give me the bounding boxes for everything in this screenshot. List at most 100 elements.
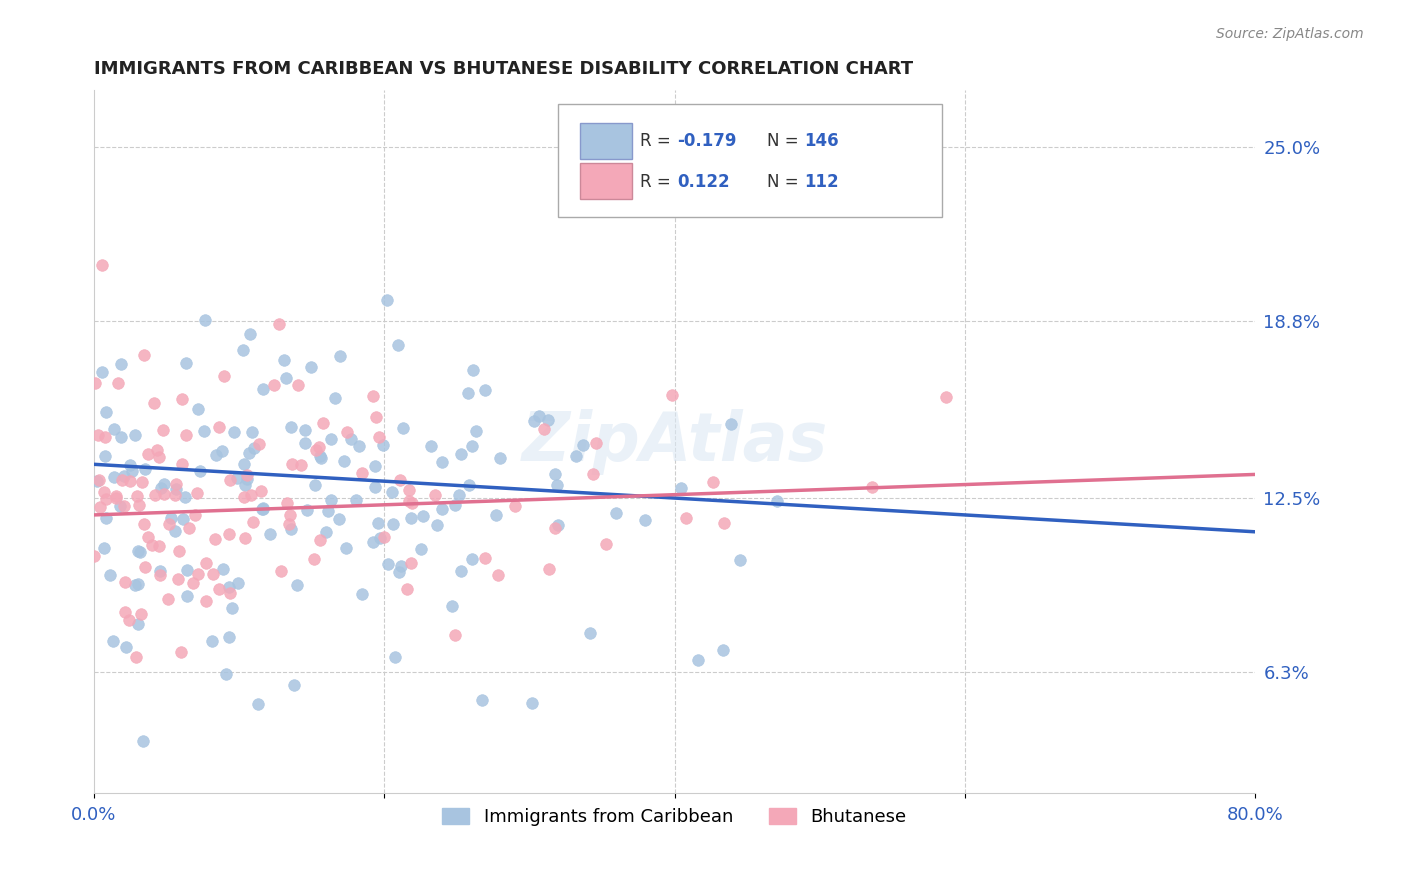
Point	[523, 414, 546, 428]
Point	[294, 435, 316, 450]
Point	[420, 439, 443, 453]
Point	[186, 485, 208, 500]
Text: N =: N =	[768, 132, 804, 150]
Point	[713, 643, 735, 657]
Point	[165, 482, 187, 496]
Point	[474, 383, 496, 397]
Point	[547, 518, 569, 533]
Point	[89, 500, 111, 515]
Text: 112: 112	[804, 173, 839, 191]
Point	[287, 377, 309, 392]
Point	[295, 503, 318, 517]
Point	[595, 537, 617, 551]
Point	[364, 458, 387, 473]
Point	[388, 474, 411, 488]
Point	[208, 582, 231, 597]
Point	[149, 481, 172, 495]
Point	[304, 478, 326, 492]
Point	[115, 640, 138, 654]
Text: Source: ZipAtlas.com: Source: ZipAtlas.com	[1216, 27, 1364, 41]
Point	[152, 423, 174, 437]
Point	[572, 438, 595, 452]
Point	[312, 416, 335, 430]
Point	[370, 531, 392, 545]
Point	[233, 457, 256, 471]
Point	[108, 499, 131, 513]
Point	[131, 475, 153, 489]
Point	[252, 501, 274, 516]
Point	[458, 478, 481, 492]
Point	[181, 576, 204, 591]
Point	[103, 633, 125, 648]
Point	[579, 625, 602, 640]
Point	[193, 424, 215, 438]
Point	[129, 545, 152, 559]
Point	[243, 441, 266, 455]
Point	[247, 437, 270, 451]
Point	[250, 484, 273, 499]
Point	[367, 516, 389, 531]
Point	[340, 432, 363, 446]
Point	[281, 457, 304, 471]
Point	[336, 425, 359, 440]
Point	[702, 475, 724, 490]
Point	[309, 533, 332, 548]
Point	[361, 389, 384, 403]
Point	[226, 576, 249, 591]
Point	[221, 601, 243, 615]
Point	[107, 376, 129, 390]
Point	[174, 428, 197, 442]
Point	[157, 591, 180, 606]
Point	[425, 488, 447, 502]
Point	[335, 541, 357, 555]
Point	[121, 463, 143, 477]
Point	[124, 427, 146, 442]
Point	[240, 425, 263, 439]
Text: N =: N =	[768, 173, 804, 191]
Point	[142, 396, 165, 410]
Point	[388, 565, 411, 579]
Point	[127, 577, 149, 591]
Point	[225, 470, 247, 484]
Point	[252, 500, 274, 515]
Point	[263, 378, 285, 392]
Point	[84, 376, 107, 390]
Point	[486, 567, 509, 582]
Point	[118, 613, 141, 627]
Point	[302, 552, 325, 566]
Point	[605, 506, 627, 520]
Point	[110, 357, 132, 371]
Point	[347, 439, 370, 453]
Point	[87, 427, 110, 442]
Point	[634, 513, 657, 527]
Point	[148, 539, 170, 553]
Point	[766, 493, 789, 508]
Point	[316, 504, 339, 518]
Text: 0.122: 0.122	[676, 173, 730, 191]
Point	[367, 430, 389, 444]
Text: 80.0%: 80.0%	[1227, 806, 1284, 824]
Point	[91, 365, 114, 379]
Point	[283, 678, 305, 692]
Point	[125, 489, 148, 503]
Point	[269, 317, 291, 331]
Point	[218, 630, 240, 644]
Point	[361, 534, 384, 549]
Point	[270, 564, 292, 578]
Point	[93, 484, 115, 499]
Text: ZipAtlas: ZipAtlas	[522, 409, 828, 475]
Point	[127, 616, 149, 631]
Point	[131, 607, 153, 621]
Point	[103, 470, 125, 484]
Point	[152, 477, 174, 491]
Point	[382, 516, 405, 531]
Point	[461, 439, 484, 453]
Point	[165, 488, 187, 502]
Point	[94, 510, 117, 524]
Point	[329, 349, 352, 363]
Point	[218, 473, 240, 487]
Point	[529, 409, 551, 424]
Point	[713, 516, 735, 530]
Legend: Immigrants from Caribbean, Bhutanese: Immigrants from Caribbean, Bhutanese	[434, 801, 914, 833]
Point	[315, 524, 337, 539]
